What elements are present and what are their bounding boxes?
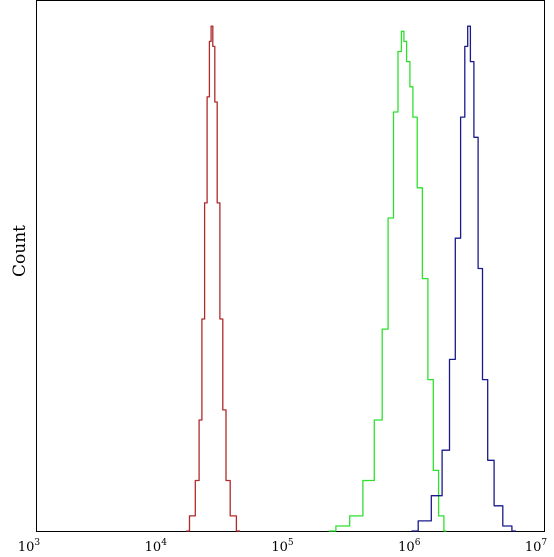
plot-frame [36,0,545,532]
x-tick-label: 105 [271,538,294,555]
histogram-curves [186,25,516,532]
x-tick-label: 107 [525,538,548,555]
histogram-series-1 [186,25,241,532]
histogram-series-3 [411,25,516,532]
x-tick-label: 106 [398,538,421,555]
histogram-series-2 [328,30,447,532]
x-axis-ticks: 103 104 105 106 107 [18,538,548,555]
x-tick-label: 104 [145,538,168,555]
y-axis-label: Count [10,225,30,277]
x-tick-label: 103 [18,538,41,555]
